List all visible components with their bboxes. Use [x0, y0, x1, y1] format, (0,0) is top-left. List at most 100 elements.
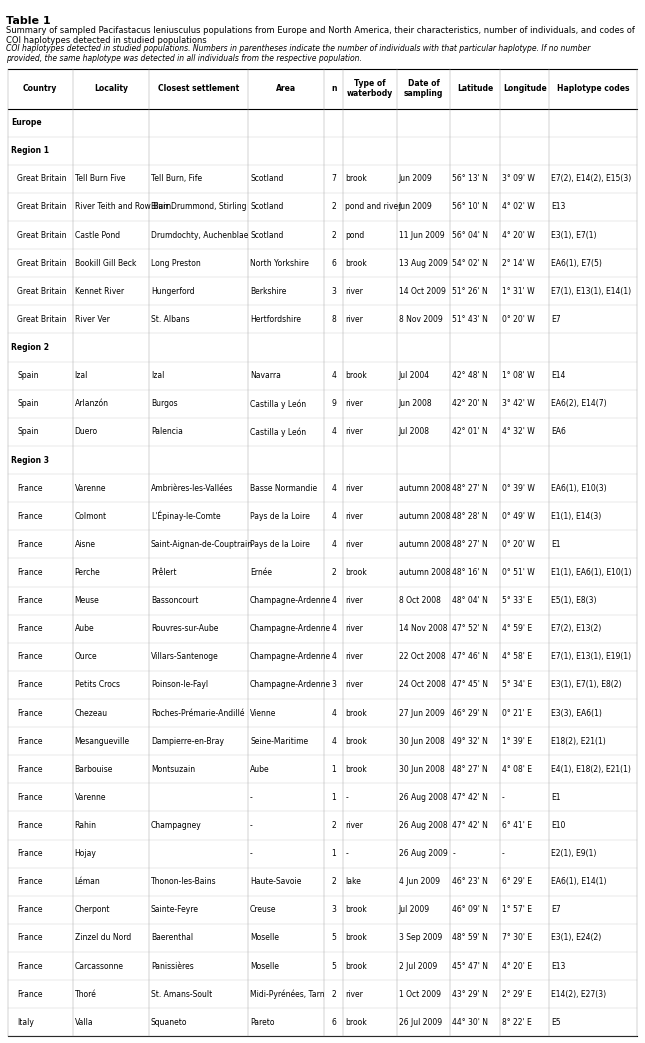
Text: Champagne-Ardenne: Champagne-Ardenne: [250, 624, 331, 633]
Text: Bookill Gill Beck: Bookill Gill Beck: [75, 259, 136, 268]
Text: 46° 09' N: 46° 09' N: [452, 905, 488, 915]
Text: 48° 59' N: 48° 59' N: [452, 933, 488, 943]
Text: COI haplotypes detected in studied populations. Numbers in parentheses indicate : COI haplotypes detected in studied popul…: [6, 44, 591, 64]
Text: -: -: [452, 849, 455, 858]
Text: 2: 2: [332, 568, 336, 577]
Text: Bassoncourt: Bassoncourt: [151, 597, 198, 605]
Text: 6° 29' E: 6° 29' E: [502, 877, 531, 887]
Text: EA6(1), E7(5): EA6(1), E7(5): [551, 259, 602, 268]
Text: Izal: Izal: [151, 371, 164, 380]
Text: Great Britain: Great Britain: [17, 202, 67, 212]
Text: France: France: [17, 652, 43, 661]
Text: E3(1), E7(1): E3(1), E7(1): [551, 231, 597, 240]
Text: -: -: [346, 793, 348, 802]
Text: 48° 27' N: 48° 27' N: [452, 540, 488, 549]
Text: Castilla y León: Castilla y León: [250, 428, 306, 437]
Text: 13 Aug 2009: 13 Aug 2009: [399, 259, 448, 268]
Text: 2 Jul 2009: 2 Jul 2009: [399, 962, 437, 971]
Text: 5: 5: [332, 962, 337, 971]
Text: -: -: [250, 849, 253, 858]
Text: 4: 4: [332, 624, 337, 633]
Text: E7: E7: [551, 315, 561, 324]
Text: 4° 02' W: 4° 02' W: [502, 202, 535, 212]
Text: France: France: [17, 849, 43, 858]
Text: Arlanzón: Arlanzón: [75, 399, 108, 408]
Text: E1: E1: [551, 540, 561, 549]
Text: 6° 41' E: 6° 41' E: [502, 821, 531, 830]
Text: France: France: [17, 512, 43, 520]
Text: 3: 3: [332, 287, 337, 296]
Text: River Teith and Row Burn: River Teith and Row Burn: [75, 202, 171, 212]
Text: Panissières: Panissières: [151, 962, 194, 971]
Text: E13: E13: [551, 962, 566, 971]
Text: river: river: [346, 597, 363, 605]
Text: river: river: [346, 315, 363, 324]
Text: Jul 2008: Jul 2008: [399, 428, 430, 436]
Text: Date of
sampling: Date of sampling: [404, 79, 443, 98]
Text: Mesangueville: Mesangueville: [75, 736, 130, 746]
Text: river: river: [346, 540, 363, 549]
Text: France: France: [17, 765, 43, 774]
Text: pond and river: pond and river: [346, 202, 402, 212]
Text: St. Albans: St. Albans: [151, 315, 190, 324]
Text: E3(1), E24(2): E3(1), E24(2): [551, 933, 602, 943]
Text: Europe: Europe: [11, 118, 42, 127]
Text: brook: brook: [346, 708, 367, 718]
Text: 47° 42' N: 47° 42' N: [452, 793, 488, 802]
Text: North Yorkshire: North Yorkshire: [250, 259, 309, 268]
Text: Spain: Spain: [17, 371, 39, 380]
Text: 49° 32' N: 49° 32' N: [452, 736, 488, 746]
Text: brook: brook: [346, 933, 367, 943]
Text: 14 Oct 2009: 14 Oct 2009: [399, 287, 446, 296]
Text: 5° 34' E: 5° 34' E: [502, 680, 532, 689]
Text: Scotland: Scotland: [250, 202, 283, 212]
Text: France: France: [17, 821, 43, 830]
Text: Carcassonne: Carcassonne: [75, 962, 124, 971]
Text: 22 Oct 2008: 22 Oct 2008: [399, 652, 446, 661]
Text: EA6(1), E10(3): EA6(1), E10(3): [551, 484, 607, 492]
Text: Type of
waterbody: Type of waterbody: [347, 79, 393, 98]
Text: Dampierre-en-Bray: Dampierre-en-Bray: [151, 736, 224, 746]
Text: 26 Jul 2009: 26 Jul 2009: [399, 1018, 442, 1027]
Text: -: -: [250, 793, 253, 802]
Text: E14: E14: [551, 371, 566, 380]
Text: 6: 6: [332, 1018, 337, 1027]
Text: 2° 14' W: 2° 14' W: [502, 259, 535, 268]
Text: 43° 29' N: 43° 29' N: [452, 990, 488, 999]
Text: Meuse: Meuse: [75, 597, 99, 605]
Text: Drumdochty, Auchenblae: Drumdochty, Auchenblae: [151, 231, 248, 240]
Text: 1° 08' W: 1° 08' W: [502, 371, 535, 380]
Text: 30 Jun 2008: 30 Jun 2008: [399, 736, 444, 746]
Text: Thonon-les-Bains: Thonon-les-Bains: [151, 877, 217, 887]
Text: France: France: [17, 597, 43, 605]
Text: 1: 1: [332, 793, 336, 802]
Text: France: France: [17, 962, 43, 971]
Text: Rahin: Rahin: [75, 821, 97, 830]
Text: Seine-Maritime: Seine-Maritime: [250, 736, 308, 746]
Text: Castilla y León: Castilla y León: [250, 399, 306, 409]
Text: France: France: [17, 624, 43, 633]
Text: E2(1), E9(1): E2(1), E9(1): [551, 849, 597, 858]
Text: 47° 45' N: 47° 45' N: [452, 680, 488, 689]
Text: river: river: [346, 399, 363, 408]
Text: 4° 58' E: 4° 58' E: [502, 652, 531, 661]
Text: Burgos: Burgos: [151, 399, 177, 408]
Text: Saint-Aignan-de-Couptrain: Saint-Aignan-de-Couptrain: [151, 540, 253, 549]
Text: Tell Burn, Fife: Tell Burn, Fife: [151, 174, 202, 184]
Text: Berkshire: Berkshire: [250, 287, 286, 296]
Text: Spain: Spain: [17, 399, 39, 408]
Text: Ource: Ource: [75, 652, 97, 661]
Text: 46° 23' N: 46° 23' N: [452, 877, 488, 887]
Text: Great Britain: Great Britain: [17, 231, 67, 240]
Text: Haplotype codes: Haplotype codes: [557, 84, 630, 93]
Text: E1: E1: [551, 793, 561, 802]
Text: 8 Nov 2009: 8 Nov 2009: [399, 315, 442, 324]
Text: France: France: [17, 990, 43, 999]
Text: Region 3: Region 3: [11, 456, 49, 464]
Text: autumn 2008: autumn 2008: [399, 568, 450, 577]
Text: 0° 51' W: 0° 51' W: [502, 568, 535, 577]
Text: Perche: Perche: [75, 568, 101, 577]
Text: 30 Jun 2008: 30 Jun 2008: [399, 765, 444, 774]
Text: Léman: Léman: [75, 877, 101, 887]
Text: 0° 20' W: 0° 20' W: [502, 315, 535, 324]
